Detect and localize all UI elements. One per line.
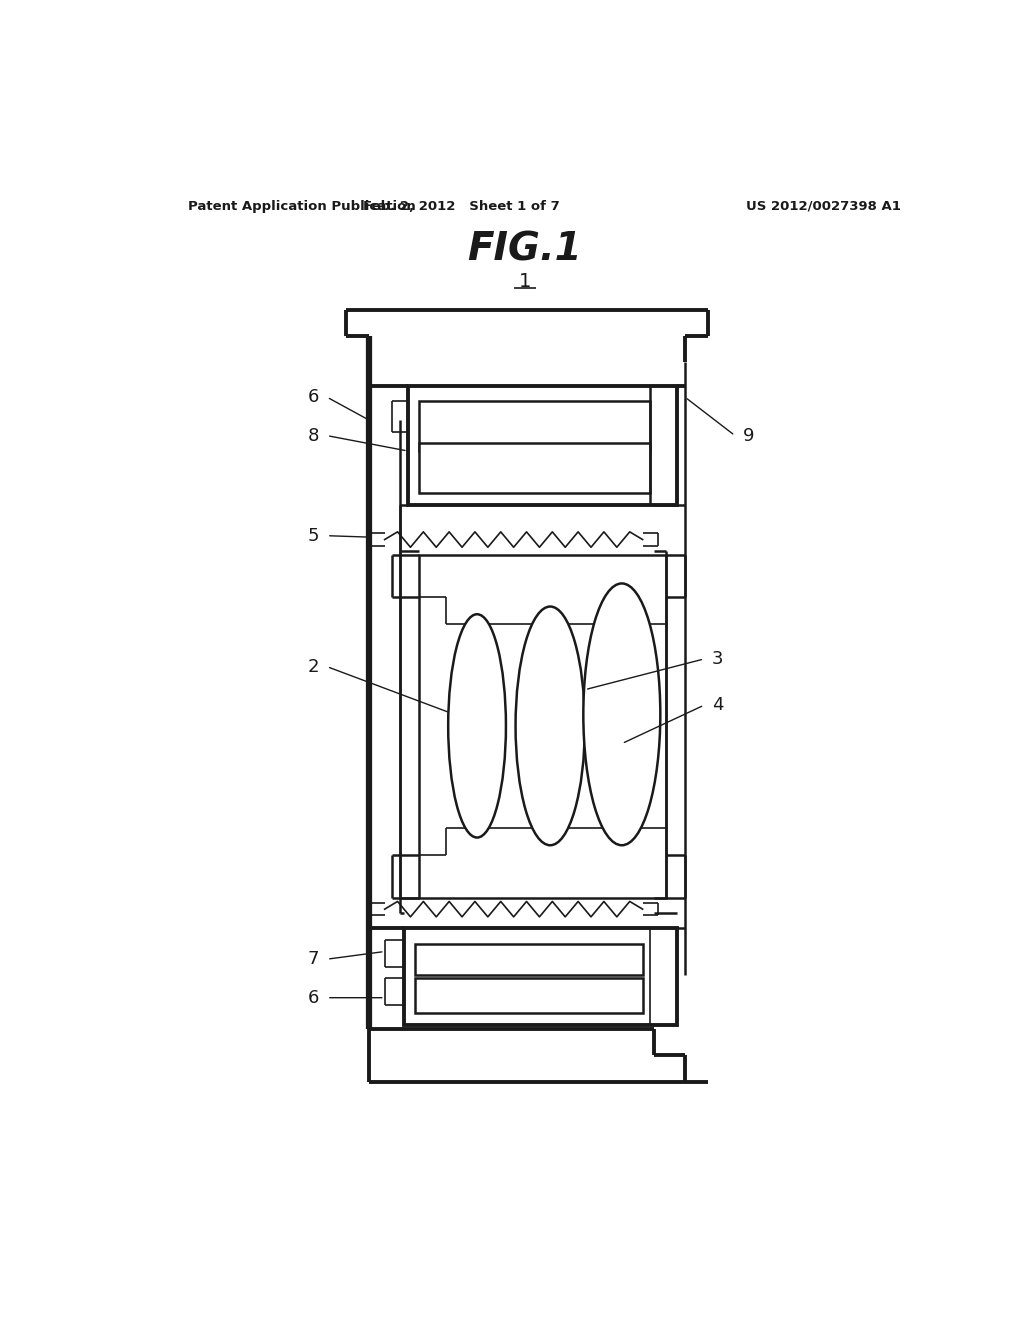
Bar [419, 444, 650, 494]
Bar [419, 401, 650, 451]
Text: 8: 8 [308, 426, 319, 445]
Text: 7: 7 [307, 950, 319, 968]
Text: 3: 3 [712, 649, 723, 668]
Ellipse shape [584, 583, 660, 845]
Text: Feb. 2, 2012   Sheet 1 of 7: Feb. 2, 2012 Sheet 1 of 7 [364, 199, 560, 213]
Bar [416, 978, 643, 1014]
Bar [403, 928, 677, 1024]
Text: 1: 1 [518, 272, 531, 292]
Text: 2: 2 [307, 657, 319, 676]
Text: 4: 4 [712, 696, 723, 714]
Text: 6: 6 [308, 388, 319, 407]
Text: 6: 6 [308, 989, 319, 1007]
Bar [408, 385, 677, 506]
Bar [419, 554, 666, 898]
Ellipse shape [449, 614, 506, 838]
Ellipse shape [515, 607, 585, 845]
Bar [416, 944, 643, 974]
Text: 5: 5 [307, 527, 319, 545]
Text: Patent Application Publication: Patent Application Publication [188, 199, 416, 213]
Text: 9: 9 [742, 426, 755, 445]
Text: US 2012/0027398 A1: US 2012/0027398 A1 [746, 199, 901, 213]
Text: FIG.1: FIG.1 [468, 230, 582, 268]
